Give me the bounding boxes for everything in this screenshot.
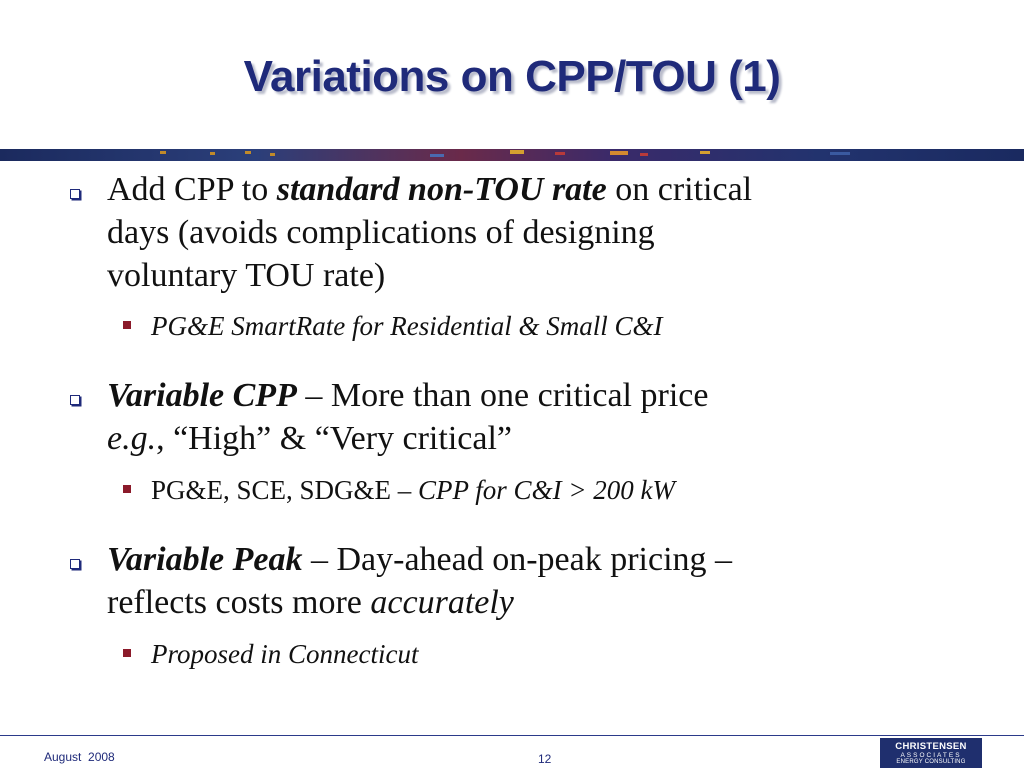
footer-date: August 2008 — [44, 750, 115, 764]
sub-bullet-1-italic: PG&E SmartRate for Residential & Small C… — [151, 311, 663, 341]
bullet-3-text-part: – Day-ahead on-peak pricing – — [302, 541, 733, 578]
sub-bullet-2-text-part: PG&E, SCE, SDG&E – — [151, 475, 419, 505]
filled-square-bullet-icon — [123, 485, 131, 493]
logo-line-1: CHRISTENSEN — [895, 741, 967, 752]
filled-square-bullet-icon — [123, 649, 131, 657]
bullet-1-text: Add CPP to standard non-TOU rate on crit… — [107, 168, 957, 297]
bullet-3-text-part: reflects costs more — [107, 584, 371, 621]
page-number: 12 — [538, 752, 552, 766]
bullet-1-text-part: days (avoids complications of designing — [107, 214, 655, 251]
bullet-1-text-part: on critical — [606, 171, 753, 208]
bullet-2-text: Variable CPP – More than one critical pr… — [107, 374, 957, 460]
bullet-1-text-part: voluntary TOU rate) — [107, 257, 386, 294]
bullet-2-text-part: – More than one critical price — [296, 377, 709, 414]
hollow-square-bullet-icon — [70, 559, 80, 569]
hollow-square-bullet-icon — [70, 189, 80, 199]
bullet-3-emphasis: Variable Peak — [107, 541, 303, 578]
sub-bullet-1-text: PG&E SmartRate for Residential & Small C… — [151, 309, 971, 343]
bullet-3-italic: accurately — [370, 584, 514, 621]
filled-square-bullet-icon — [123, 321, 131, 329]
bullet-1-text-part: Add CPP to — [107, 171, 277, 208]
company-logo: CHRISTENSEN ASSOCIATES ENERGY CONSULTING — [880, 738, 982, 768]
decorative-banner — [0, 149, 1024, 161]
bullet-2-text-part: , “High” & “Very critical” — [156, 420, 512, 457]
sub-bullet-3-text: Proposed in Connecticut — [151, 637, 971, 671]
footer-divider — [0, 735, 1024, 736]
bullet-1-emphasis: standard non-TOU rate — [276, 171, 607, 208]
sub-bullet-2-italic: CPP for C&I > 200 kW — [418, 475, 676, 505]
sub-bullet-2-text: PG&E, SCE, SDG&E – CPP for C&I > 200 kW — [151, 473, 971, 507]
bullet-3-text: Variable Peak – Day-ahead on-peak pricin… — [107, 538, 957, 624]
logo-line-3: ENERGY CONSULTING — [896, 759, 966, 765]
hollow-square-bullet-icon — [70, 395, 80, 405]
slide-title: Variations on CPP/TOU (1) — [243, 52, 781, 101]
bullet-2-emphasis: Variable CPP — [107, 377, 297, 414]
sub-bullet-3-italic: Proposed in Connecticut — [151, 639, 419, 669]
bullet-2-italic: e.g. — [107, 420, 157, 457]
logo-line-2: ASSOCIATES — [900, 752, 962, 759]
